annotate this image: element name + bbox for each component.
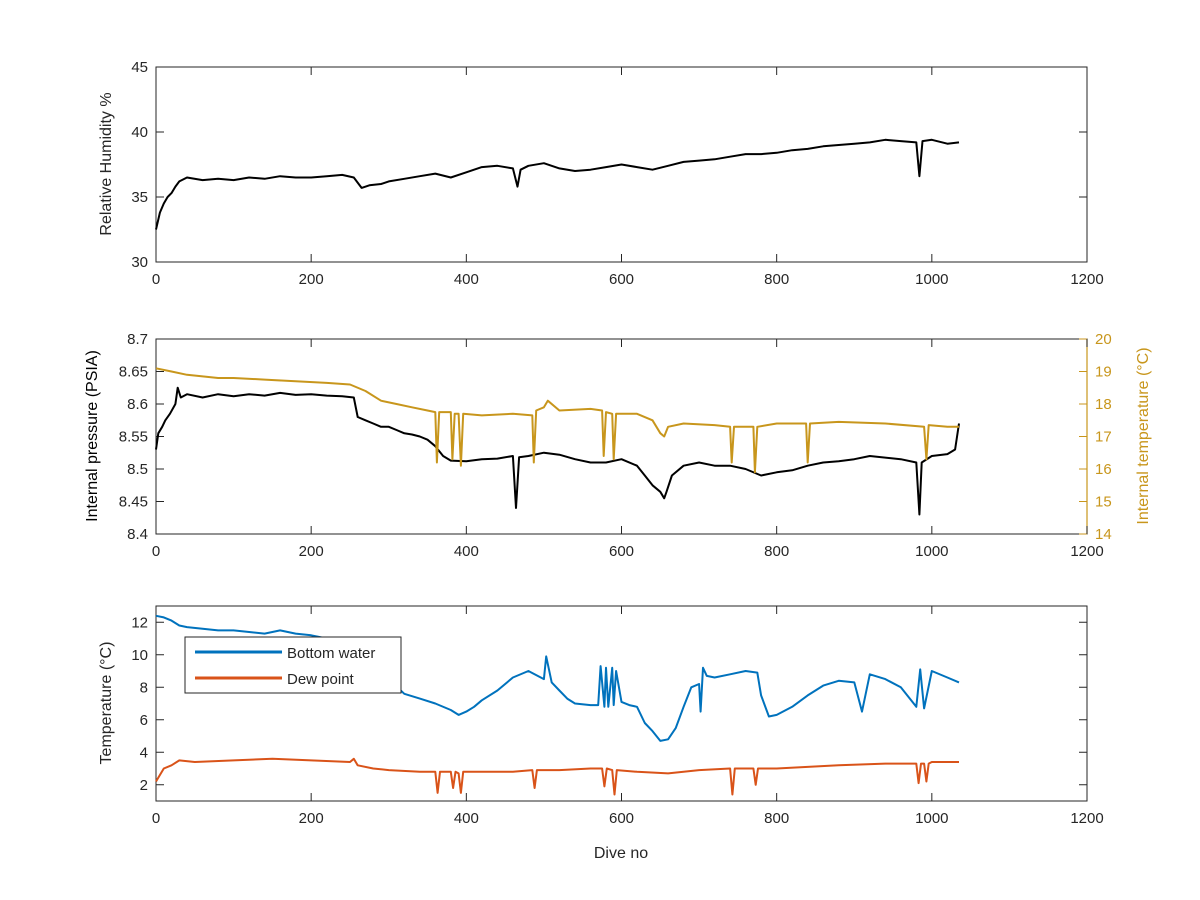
y-tick-label: 30 [131, 254, 148, 271]
y-tick-label: 8.45 [119, 494, 148, 511]
x-tick-label: 800 [764, 543, 789, 560]
series-line-2-1 [155, 757, 959, 796]
y-tick-label: 8.55 [119, 429, 148, 446]
x-tick-label: 0 [152, 810, 160, 827]
x-tick-label: 1200 [1070, 543, 1103, 560]
y-tick-label: 8.7 [127, 331, 148, 348]
y-tick-label: 8 [140, 679, 148, 696]
legend: Bottom water Dew point [184, 636, 402, 694]
panel-temperature-y-axis-label: Temperature (°C) [98, 642, 115, 765]
x-tick-label: 0 [152, 271, 160, 288]
x-tick-label: 800 [764, 271, 789, 288]
legend-label-bottom-water: Bottom water [287, 645, 375, 662]
x-tick-label: 1000 [915, 810, 948, 827]
legend-box [184, 636, 402, 694]
x-tick-label: 600 [609, 271, 634, 288]
y-tick-label: 40 [131, 124, 148, 141]
y2-tick-label: 19 [1095, 364, 1112, 381]
panel-pressure-y2-ticks: 14 15 16 17 18 19 20 [1079, 331, 1112, 543]
x-tick-label: 200 [299, 271, 324, 288]
panel-temperature-axes-box [155, 605, 1088, 802]
series-line-0-0 [155, 138, 960, 230]
series-line-1-0 [155, 386, 960, 516]
y2-tick-label: 16 [1095, 461, 1112, 478]
y-tick-label: 8.4 [127, 526, 148, 543]
y-tick-label: 12 [131, 614, 148, 631]
y-tick-label: 8.5 [127, 461, 148, 478]
y-tick-label: 2 [140, 777, 148, 794]
panel-pressure-axes-box [155, 338, 1088, 535]
y-tick-label: 8.6 [127, 396, 148, 413]
x-tick-label: 1000 [915, 543, 948, 560]
y-tick-label: 10 [131, 647, 148, 664]
x-tick-label: 200 [299, 543, 324, 560]
y-tick-label: 45 [131, 59, 148, 76]
y-tick-label: 8.65 [119, 364, 148, 381]
x-tick-label: 0 [152, 543, 160, 560]
x-tick-label: 200 [299, 810, 324, 827]
panel-temperature: 2 4 6 8 10 12 0 200 400 600 800 1000 1200 Temperatu… [98, 605, 1104, 862]
x-tick-label: 1200 [1070, 810, 1103, 827]
panel-humidity: 30 35 40 45 0 200 400 600 800 1000 1200 Relative … [98, 59, 1104, 288]
y2-tick-label: 18 [1095, 396, 1112, 413]
series-line-1-1 [155, 367, 959, 474]
panel-pressure-y-ticks: 8.4 8.45 8.5 8.55 8.6 8.65 8.7 [119, 331, 164, 543]
y-tick-label: 35 [131, 189, 148, 206]
x-tick-label: 1000 [915, 271, 948, 288]
y2-tick-label: 20 [1095, 331, 1112, 348]
x-tick-label: 600 [609, 810, 634, 827]
panel-humidity-y-axis-label: Relative Humidity % [98, 92, 115, 235]
x-tick-label: 400 [454, 543, 479, 560]
y-tick-label: 6 [140, 712, 148, 729]
x-tick-label: 600 [609, 543, 634, 560]
panel-humidity-lines [155, 138, 960, 230]
panel-pressure: 8.48.458.58.558.68.658.7 14151617181920 … [84, 331, 1152, 560]
panel-pressure-lines [155, 367, 960, 516]
panel-temperature-x-axis-label: Dive no [594, 845, 648, 862]
panel-temperature-y-ticks: 2 4 6 8 10 12 [131, 614, 1087, 794]
x-tick-label: 1200 [1070, 271, 1103, 288]
panel-humidity-y-ticks: 30 35 40 45 [131, 59, 1087, 271]
panel-pressure-y-axis-label: Internal pressure (PSIA) [84, 350, 101, 522]
x-tick-label: 400 [454, 810, 479, 827]
y2-tick-label: 15 [1095, 494, 1112, 511]
panel-temperature-x-ticks: 0 200 400 600 800 1000 1200 [152, 606, 1104, 827]
y2-tick-label: 14 [1095, 526, 1112, 543]
x-tick-label: 800 [764, 810, 789, 827]
panel-pressure-x-ticks: 0 200 400 600 800 1000 1200 [152, 339, 1104, 560]
y2-tick-label: 17 [1095, 429, 1112, 446]
legend-label-dew-point: Dew point [287, 671, 355, 688]
x-tick-label: 400 [454, 271, 479, 288]
panel-pressure-y2-axis-label: Internal temperature (°C) [1135, 347, 1152, 524]
panel-humidity-x-ticks: 0 200 400 600 800 1000 1200 [152, 67, 1104, 288]
y-tick-label: 4 [140, 744, 148, 761]
